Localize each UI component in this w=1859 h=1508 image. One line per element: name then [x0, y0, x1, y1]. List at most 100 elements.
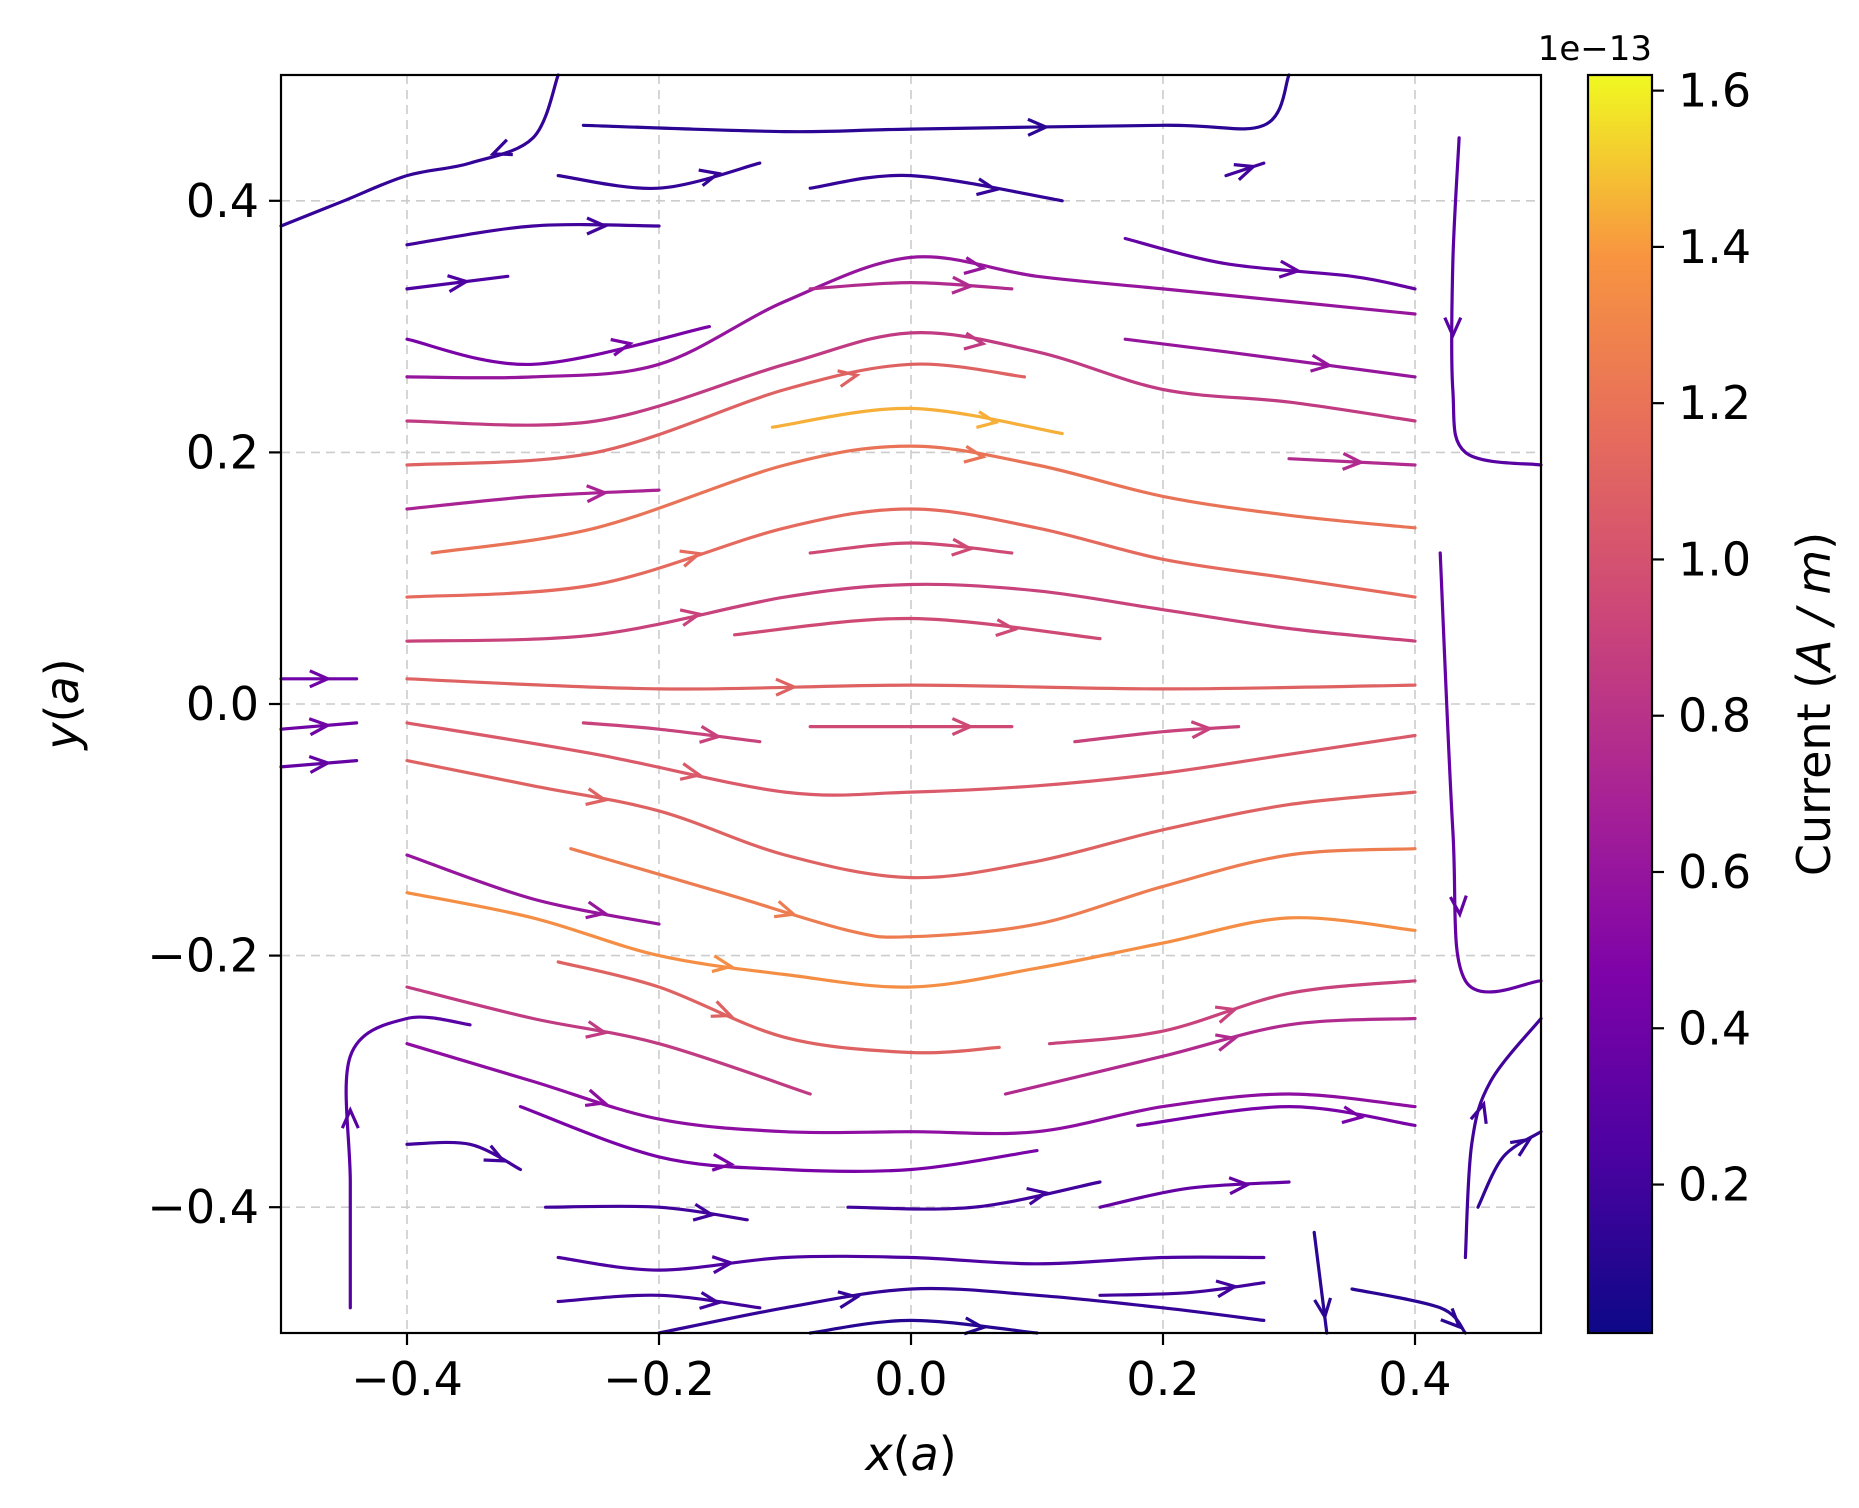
streamline-arrow-33 — [1341, 1105, 1365, 1125]
streamline-arrow-32 — [711, 1152, 735, 1172]
streamline-arrow-19 — [699, 725, 723, 744]
colorbar-ticks: 0.2 0.4 0.6 0.8 1.0 1.2 1.4 1.6 — [1652, 64, 1751, 1212]
streamline-arrow-26 — [711, 954, 735, 974]
streamline-arrow-23 — [585, 787, 609, 806]
streamline-41 — [808, 1318, 1039, 1335]
streamline-arrow-52 — [1310, 353, 1334, 373]
streamline-12 — [430, 444, 1417, 555]
streamline-arrow-22 — [679, 762, 704, 781]
x-tick-label-3: 0.2 — [1126, 1352, 1199, 1406]
streamline-arrow-50 — [1233, 163, 1258, 181]
streamline-49 — [1312, 1230, 1329, 1335]
streamline-50 — [1224, 161, 1266, 178]
streamline-4 — [405, 274, 510, 291]
streamline-53 — [279, 73, 560, 228]
streamline-39 — [556, 1293, 762, 1310]
streamline-27 — [556, 960, 1001, 1055]
streamline-30 — [1003, 1016, 1417, 1096]
streamline-40 — [657, 1286, 1266, 1335]
colorbar-tick-label-7: 1.6 — [1678, 64, 1751, 118]
streamline-arrow-55 — [308, 717, 332, 737]
streamline-arrow-53 — [489, 138, 513, 157]
colorbar-tick-label-1: 0.4 — [1678, 1001, 1751, 1055]
colorbar-tick-label-6: 1.4 — [1678, 220, 1751, 274]
y-axis-label: y(a) — [35, 658, 89, 751]
streamline-arrow-6 — [963, 256, 987, 275]
streamline-arrow-11 — [586, 484, 609, 504]
streamline-0 — [556, 161, 762, 191]
streamline-arrow-15 — [951, 537, 975, 557]
grid-lines — [281, 75, 1541, 1333]
streamline-arrow-14 — [679, 549, 703, 568]
streamline-17 — [733, 616, 1102, 641]
streamline-arrow-37 — [1228, 1176, 1252, 1196]
streamline-arrow-47 — [1469, 1100, 1488, 1125]
streamline-46 — [1438, 551, 1543, 994]
streamline-arrow-7 — [951, 275, 975, 295]
streamline-arrow-17 — [995, 618, 1019, 638]
streamline-35 — [544, 1204, 749, 1222]
streamline-arrow-12 — [963, 444, 987, 464]
streamline-16 — [405, 582, 1417, 643]
streamline-1 — [808, 173, 1064, 203]
colorbar-tick-label-2: 0.6 — [1678, 845, 1751, 899]
x-tick-label-1: −0.2 — [603, 1352, 715, 1406]
streamline-arrow-4 — [447, 274, 471, 293]
streamline-arrow-45 — [1443, 316, 1463, 340]
streamline-arrow-16 — [679, 608, 704, 627]
streamline-56 — [279, 759, 359, 769]
streamline-arrow-41 — [963, 1316, 987, 1336]
streamline-48 — [1476, 1130, 1543, 1209]
x-tick-label-4: 0.4 — [1378, 1352, 1451, 1406]
y-tick-label-3: 0.2 — [186, 425, 259, 479]
streamline-45 — [1450, 136, 1543, 467]
x-tick-label-2: 0.0 — [874, 1352, 947, 1406]
streamline-arrow-34 — [483, 1144, 507, 1163]
streamline-arrow-43 — [1440, 1307, 1462, 1330]
streamline-arrow-8 — [963, 331, 987, 351]
streamline-11 — [405, 488, 661, 511]
streamline-arrow-46 — [1448, 895, 1468, 919]
x-axis-ticks: −0.4 −0.2 0.0 0.2 0.4 — [351, 1333, 1452, 1406]
streamline-6 — [405, 255, 1417, 380]
streamline-44 — [344, 1015, 472, 1310]
streamline-24 — [569, 847, 1417, 939]
streamline-15 — [808, 541, 1014, 555]
streamline-arrow-56 — [308, 754, 332, 774]
streamline-10 — [770, 406, 1064, 436]
streamline-13 — [1287, 457, 1417, 467]
streamline-arrow-42 — [1215, 1279, 1239, 1299]
streamline-arrow-39 — [699, 1291, 723, 1310]
streamline-arrow-29 — [1214, 1005, 1239, 1024]
colorbar — [1586, 73, 1654, 1335]
streamline-55 — [279, 721, 359, 731]
streamline-38 — [556, 1254, 1266, 1272]
y-tick-label-4: 0.4 — [186, 174, 259, 228]
streamline-34 — [405, 1140, 522, 1172]
y-tick-label-2: 0.0 — [186, 677, 259, 731]
streamline-arrow-38 — [711, 1255, 735, 1275]
streamline-28 — [405, 985, 812, 1096]
streamline-arrow-3 — [586, 216, 609, 236]
streamline-arrow-18 — [775, 677, 798, 697]
streamline-arrow-54 — [309, 669, 332, 689]
y-axis-ticks: −0.4 −0.2 0.0 0.2 0.4 — [147, 174, 281, 1234]
streamline-arrow-10 — [975, 410, 1000, 429]
streamline-arrow-9 — [837, 369, 861, 388]
streamline-51 — [1123, 236, 1417, 291]
streamline-42 — [1098, 1281, 1266, 1297]
colorbar-tick-label-0: 0.2 — [1678, 1158, 1751, 1212]
x-axis-label: x(a) — [863, 1427, 956, 1481]
streamline-arrow-21 — [1190, 720, 1214, 740]
streamline-19 — [581, 721, 762, 744]
colorbar-tick-label-3: 0.8 — [1678, 689, 1751, 743]
streamlines — [279, 73, 1543, 1336]
streamline-arrow-36 — [1026, 1186, 1050, 1206]
streamline-21 — [1073, 725, 1241, 744]
streamline-arrow-5 — [610, 337, 634, 357]
streamline-arrow-48 — [1509, 1137, 1533, 1157]
streamline-arrow-31 — [584, 1088, 609, 1107]
colorbar-label: Current (A / m) — [1787, 532, 1841, 876]
y-tick-label-1: −0.2 — [147, 929, 259, 983]
streamline-14 — [405, 507, 1417, 599]
